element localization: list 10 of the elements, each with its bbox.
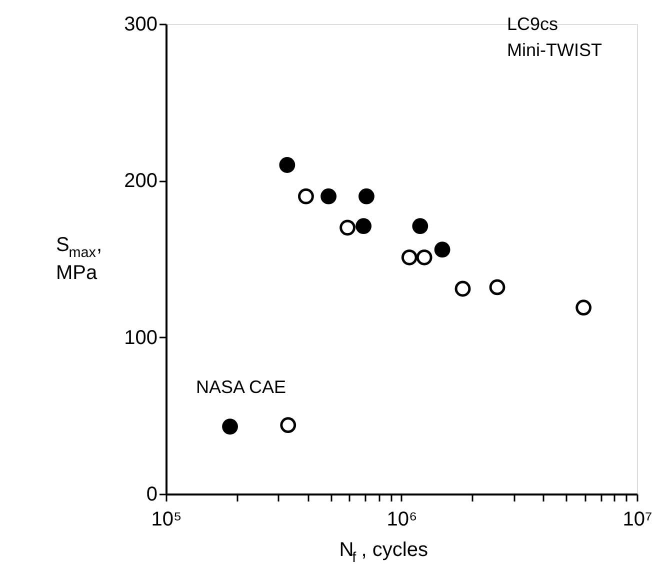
- y-tick-label: 0: [146, 484, 158, 506]
- annotation: NASA CAE: [196, 377, 286, 397]
- x-tick-label: 10⁵: [151, 508, 182, 530]
- annotation: Mini-TWIST: [507, 40, 602, 60]
- x-tick-label: 10⁷: [622, 508, 652, 530]
- annotation: LC9cs: [507, 14, 558, 34]
- y-tick-label: 300: [124, 14, 158, 36]
- y-tick-label: 200: [124, 170, 158, 192]
- x-tick-label: 10⁶: [386, 508, 418, 530]
- y-tick-label: 100: [124, 326, 158, 349]
